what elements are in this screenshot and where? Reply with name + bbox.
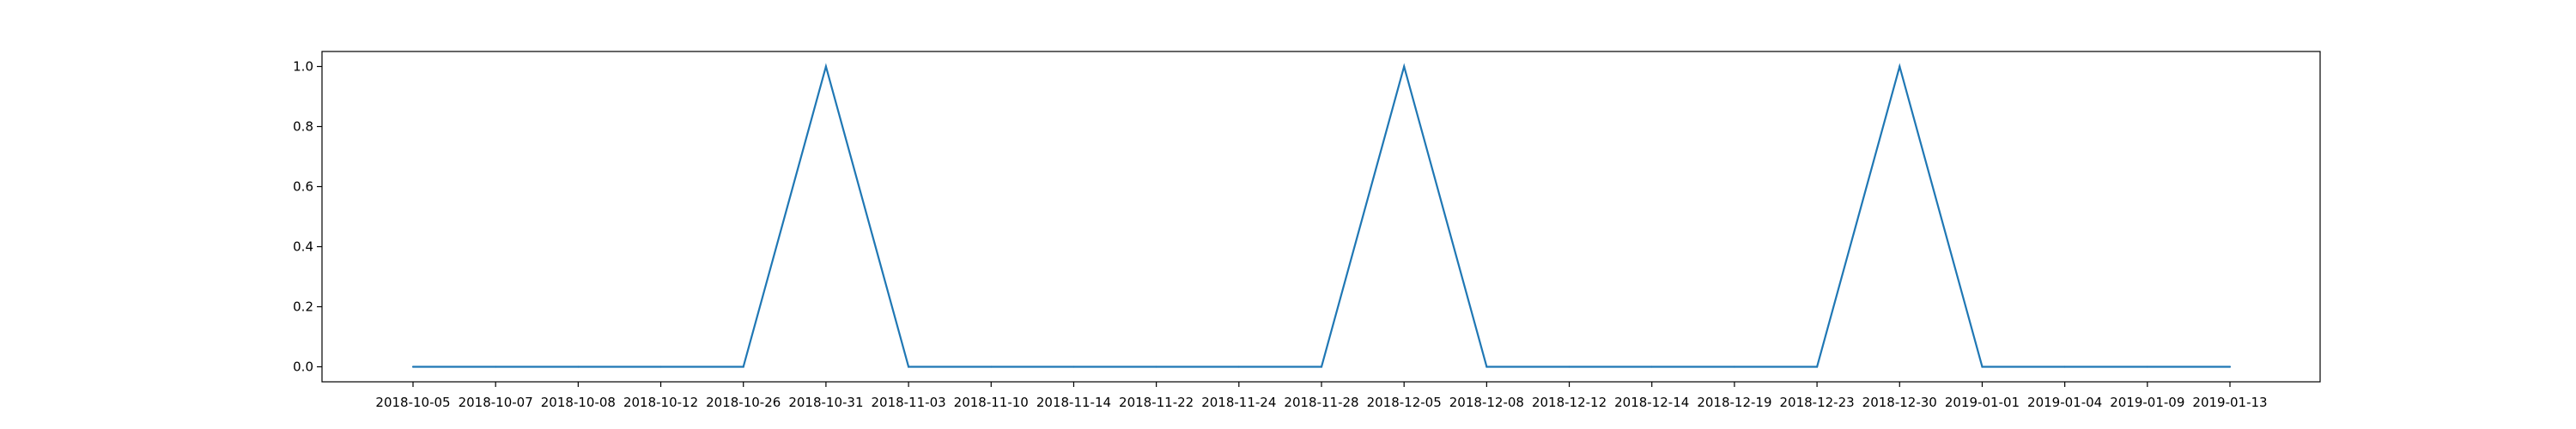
- y-tick-label: 0.8: [293, 119, 313, 135]
- x-tick-label: 2018-12-14: [1614, 395, 1689, 410]
- x-tick-label: 2018-12-12: [1532, 395, 1607, 410]
- y-tick-label: 1.0: [293, 59, 313, 75]
- data-point: [1568, 366, 1571, 368]
- plot-area: [321, 51, 2321, 383]
- x-tick-label: 2019-01-09: [2110, 395, 2184, 410]
- x-tick-label: 2018-11-28: [1284, 395, 1358, 410]
- data-point: [577, 366, 580, 368]
- y-tick-label: 0.6: [293, 179, 313, 195]
- x-tick-label: 2018-10-12: [623, 395, 698, 410]
- x-tick-label: 2018-12-05: [1367, 395, 1442, 410]
- x-tick-label: 2018-10-08: [541, 395, 616, 410]
- x-tick-label: 2018-10-31: [788, 395, 863, 410]
- x-tick-label: 2018-10-07: [459, 395, 533, 410]
- data-point: [1981, 366, 1984, 368]
- data-point: [907, 366, 910, 368]
- data-point: [2146, 366, 2148, 368]
- data-point: [1815, 366, 1819, 368]
- x-axis: 2018-10-05 2018-10-07 2018-10-08 2018-10-12…: [375, 382, 2268, 410]
- x-tick-label: 2018-10-26: [706, 395, 781, 410]
- x-tick-label: 2018-12-19: [1697, 395, 1771, 410]
- x-tick-label: 2018-11-24: [1201, 395, 1276, 410]
- data-point: [495, 366, 497, 368]
- data-point: [411, 366, 415, 368]
- data-point: [742, 366, 744, 368]
- x-tick-label: 2018-12-23: [1779, 395, 1854, 410]
- y-tick-label: 0.2: [293, 299, 313, 315]
- x-tick-label: 2018-10-05: [375, 395, 450, 410]
- x-tick-label: 2018-12-08: [1449, 395, 1524, 410]
- x-tick-label: 2018-12-30: [1862, 395, 1937, 410]
- data-point: [1072, 366, 1075, 368]
- data-point: [1899, 65, 1901, 68]
- data-point: [1237, 366, 1240, 368]
- y-tick-label: 0.4: [293, 239, 313, 255]
- x-tick-label: 2019-01-04: [2027, 395, 2102, 410]
- data-point: [2063, 366, 2066, 368]
- data-point: [1320, 366, 1323, 368]
- y-tick-label: 0.0: [293, 360, 313, 375]
- data-point: [1650, 366, 1653, 368]
- data-point: [824, 65, 828, 68]
- x-tick-label: 2019-01-13: [2192, 395, 2267, 410]
- series-layer: [411, 63, 2232, 368]
- y-axis: 0.0 0.2 0.4 0.6 0.8 1.0: [293, 59, 322, 375]
- x-tick-label: 2019-01-01: [1945, 395, 2020, 410]
- x-tick-label: 2018-11-22: [1119, 395, 1194, 410]
- x-tick-label: 2018-11-03: [871, 395, 945, 410]
- data-point: [659, 366, 662, 368]
- data-point: [1155, 366, 1157, 368]
- data-point: [1403, 65, 1406, 68]
- data-point: [990, 366, 993, 368]
- data-point: [1733, 366, 1736, 368]
- x-tick-label: 2018-11-14: [1036, 395, 1111, 410]
- data-point: [2228, 366, 2232, 368]
- x-tick-label: 2018-11-10: [954, 395, 1029, 410]
- data-point: [1485, 366, 1488, 368]
